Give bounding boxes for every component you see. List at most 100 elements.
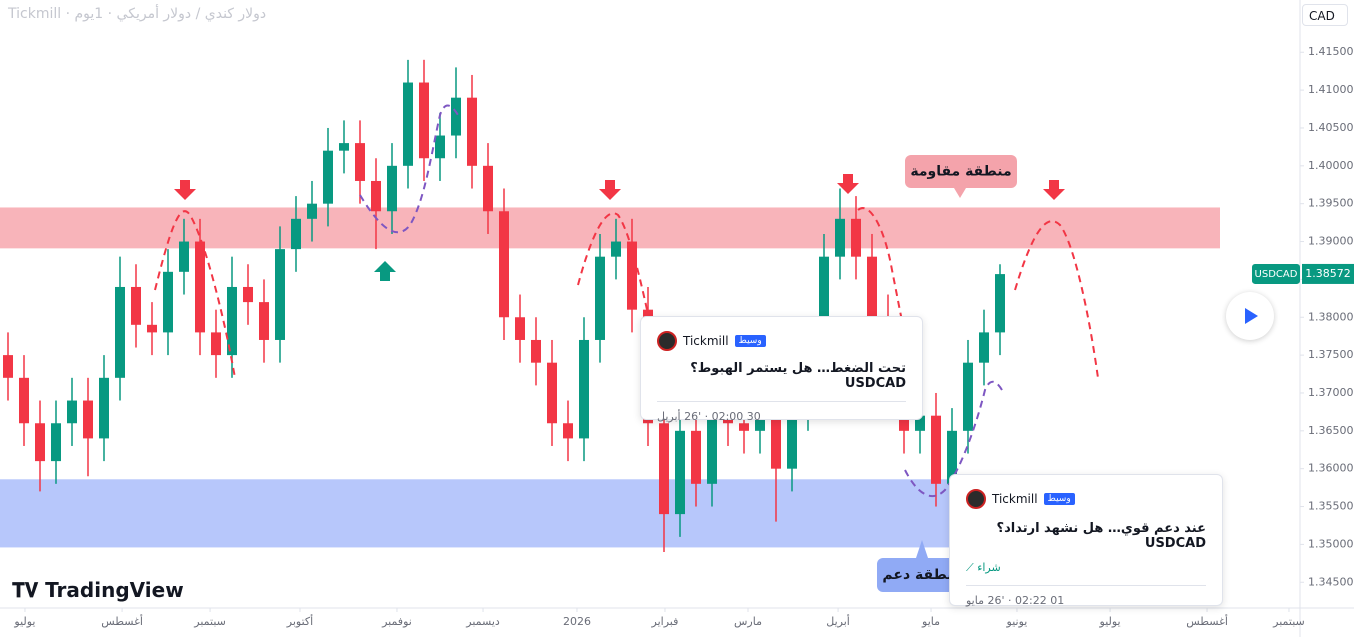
y-tick-label: 1.41000 [1308,83,1354,96]
candle-body [339,143,349,151]
idea-action: ⟋ شراء [966,561,1001,574]
candle-body [915,415,925,431]
y-tick-label: 1.35000 [1308,537,1354,550]
candle-body [259,302,269,340]
projection-curve [154,210,236,379]
candle-body [3,355,13,378]
candle-body [659,423,669,515]
candle-body [979,332,989,363]
badge: وسيط [1043,493,1075,505]
candle-body [867,256,877,318]
idea-title: عند دعم قوي… هل نشهد ارتداد؟ USDCAD [996,521,1206,551]
candle-body [787,408,797,469]
up-arrow [374,261,396,281]
candle-body [435,135,445,159]
x-tick-label: نوفمبر [381,615,412,628]
axes: 1.34500 1.35000 1.35500 1.36000 1.36500 1.370… [13,45,1354,628]
x-tick-label: سبتمبر [193,615,226,628]
candle-body [499,211,509,318]
zone-label-box [877,558,967,592]
play-button[interactable] [1226,292,1274,340]
candle-body [547,362,557,424]
y-tick-label: 1.35500 [1308,500,1354,513]
y-tick-label: 1.38000 [1308,310,1354,323]
candle-body [83,400,93,439]
symbol-title: دولار كندي / دولار أمريكي · 1يوم · Tickm… [8,6,267,22]
candle-body [835,218,845,257]
x-tick-label: فبراير [651,615,679,628]
candle-body [307,203,317,219]
logo-text: TradingView [45,578,184,602]
candle-body [355,143,365,181]
candle-body [291,218,301,250]
last-price-tag [1302,263,1354,284]
avatar [966,489,986,509]
candle-body [771,415,781,469]
candle-body [323,150,333,204]
down-arrow [174,180,196,200]
candle-body [387,165,397,212]
x-tick-label: أكتوبر [286,614,313,628]
last-price-label: 1.38572 [1305,267,1351,280]
zone-label-box [905,155,1017,188]
down-arrow [599,180,621,200]
author: Tickmill [992,492,1038,506]
y-tick-label: 1.39500 [1308,197,1354,210]
candle-body [371,180,381,212]
zone-label-pointer [916,540,928,558]
candle-body [147,324,157,333]
currency-button[interactable]: CAD [1302,4,1348,26]
candle-body [963,362,973,431]
y-tick-label: 1.36000 [1308,462,1354,475]
candle-body [675,430,685,515]
symbol-tag-label: USDCAD [1255,269,1298,280]
y-tick-label: 1.40500 [1308,121,1354,134]
logo: 𝐓𝐕 TradingView [12,578,184,602]
y-tick-label: 1.39000 [1308,235,1354,248]
symbol-tag [1252,263,1300,284]
zone-label: منطقة مقاومة [910,164,1011,180]
candle-body [947,430,957,484]
y-tick-label: 1.36500 [1308,424,1354,437]
x-tick-label: ديسمبر [465,615,500,628]
candle-body [419,82,429,159]
author-row: Tickmill وسيط [657,331,906,351]
candle-body [115,286,125,378]
y-tick-label: 1.34500 [1308,575,1354,588]
candle-body [483,165,493,212]
candle-body [707,415,717,484]
x-tick-label: يونيو [1006,615,1028,628]
down-arrow [1043,180,1065,200]
author-row: Tickmill وسيط [966,489,1206,509]
x-tick-label: أغسطس [1186,614,1228,628]
idea-date: 01 02:22 · '26 مايو [966,585,1206,607]
candle-body [99,377,109,439]
candle-body [275,249,285,340]
idea-card[interactable]: Tickmill وسيط عند دعم قوي… هل نشهد ارتداد… [949,474,1223,607]
candle-body [931,415,941,484]
projection-curve [904,380,1003,497]
candle-body [35,423,45,462]
zone-label: منطقة دعم [882,567,961,583]
x-tick-label: أبريل [826,614,850,628]
avatar [657,331,677,351]
candle-body [579,339,589,439]
x-tick-label: 2026 [563,615,591,628]
candle-body [563,423,573,439]
candle-body [467,97,477,166]
candle-body [995,274,1005,333]
action-label: شراء [977,561,1001,574]
down-arrow [837,174,859,194]
y-tick-label: 1.41500 [1308,45,1354,58]
candle-body [819,256,829,363]
candle-body [451,97,461,136]
idea-card[interactable]: Tickmill وسيط تحت الضغط… هل يستمر الهبوط؟… [640,316,923,423]
x-tick-label: مارس [734,615,762,628]
candle-body [19,377,29,424]
x-tick-label: سبتمبر [1272,615,1305,628]
y-tick-label: 1.40000 [1308,159,1354,172]
candle-body [595,256,605,340]
idea-title: تحت الضغط… هل يستمر الهبوط؟ USDCAD [690,361,906,391]
logo-mark: 𝐓𝐕 [12,578,46,602]
